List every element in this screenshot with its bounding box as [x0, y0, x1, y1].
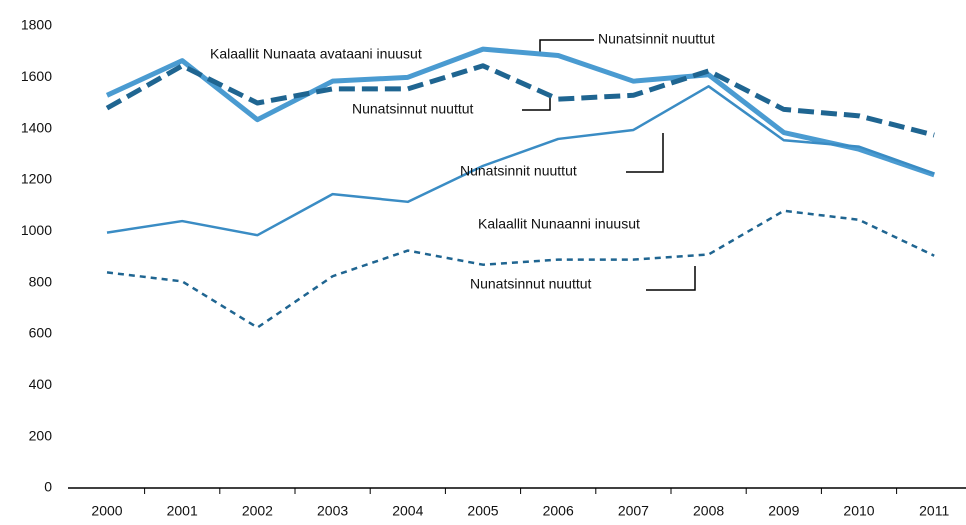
- x-tick-label: 2001: [167, 503, 198, 519]
- y-tick-label: 1600: [21, 68, 52, 84]
- x-tick-label: 2002: [242, 503, 273, 519]
- y-tick-label: 1000: [21, 222, 52, 238]
- y-tick-label: 400: [29, 376, 53, 392]
- annotation: Kalaallit Nunaata avataani inuusut: [210, 46, 422, 62]
- y-tick-label: 0: [44, 479, 52, 495]
- x-tick-label: 2003: [317, 503, 348, 519]
- y-tick-label: 800: [29, 273, 53, 289]
- x-tick-label: 2011: [919, 503, 949, 519]
- leader-line: [522, 95, 551, 111]
- annotation: Nunatsinnit nuuttut: [598, 31, 715, 47]
- y-tick-label: 600: [29, 325, 53, 341]
- x-tick-label: 2007: [618, 503, 649, 519]
- leader-line: [539, 39, 594, 54]
- x-tick-label: 2005: [467, 503, 498, 519]
- x-tick-label: 2009: [768, 503, 799, 519]
- x-tick-label: 2006: [543, 503, 574, 519]
- y-tick-label: 1400: [21, 119, 52, 135]
- x-tick-label: 2000: [91, 503, 122, 519]
- y-tick-label: 1200: [21, 171, 52, 187]
- x-tick-label: 2008: [693, 503, 724, 519]
- annotation: Kalaallit Nunaanni inuusut: [478, 216, 640, 232]
- y-tick-label: 1800: [21, 17, 52, 33]
- x-tick-label: 2004: [392, 503, 423, 519]
- annotation: Nunatsinnut nuuttut: [470, 276, 592, 292]
- annotation: Nunatsinnit nuuttut: [460, 163, 577, 179]
- leader-line: [646, 266, 696, 291]
- x-tick-label: 2010: [843, 503, 874, 519]
- annotation: Nunatsinnut nuuttut: [352, 101, 474, 117]
- series-line: [106, 85, 935, 237]
- series-line: [105, 63, 935, 138]
- y-tick-label: 200: [29, 427, 53, 443]
- series-line: [105, 46, 936, 178]
- leader-line: [626, 133, 664, 173]
- leader-lines: [522, 39, 696, 291]
